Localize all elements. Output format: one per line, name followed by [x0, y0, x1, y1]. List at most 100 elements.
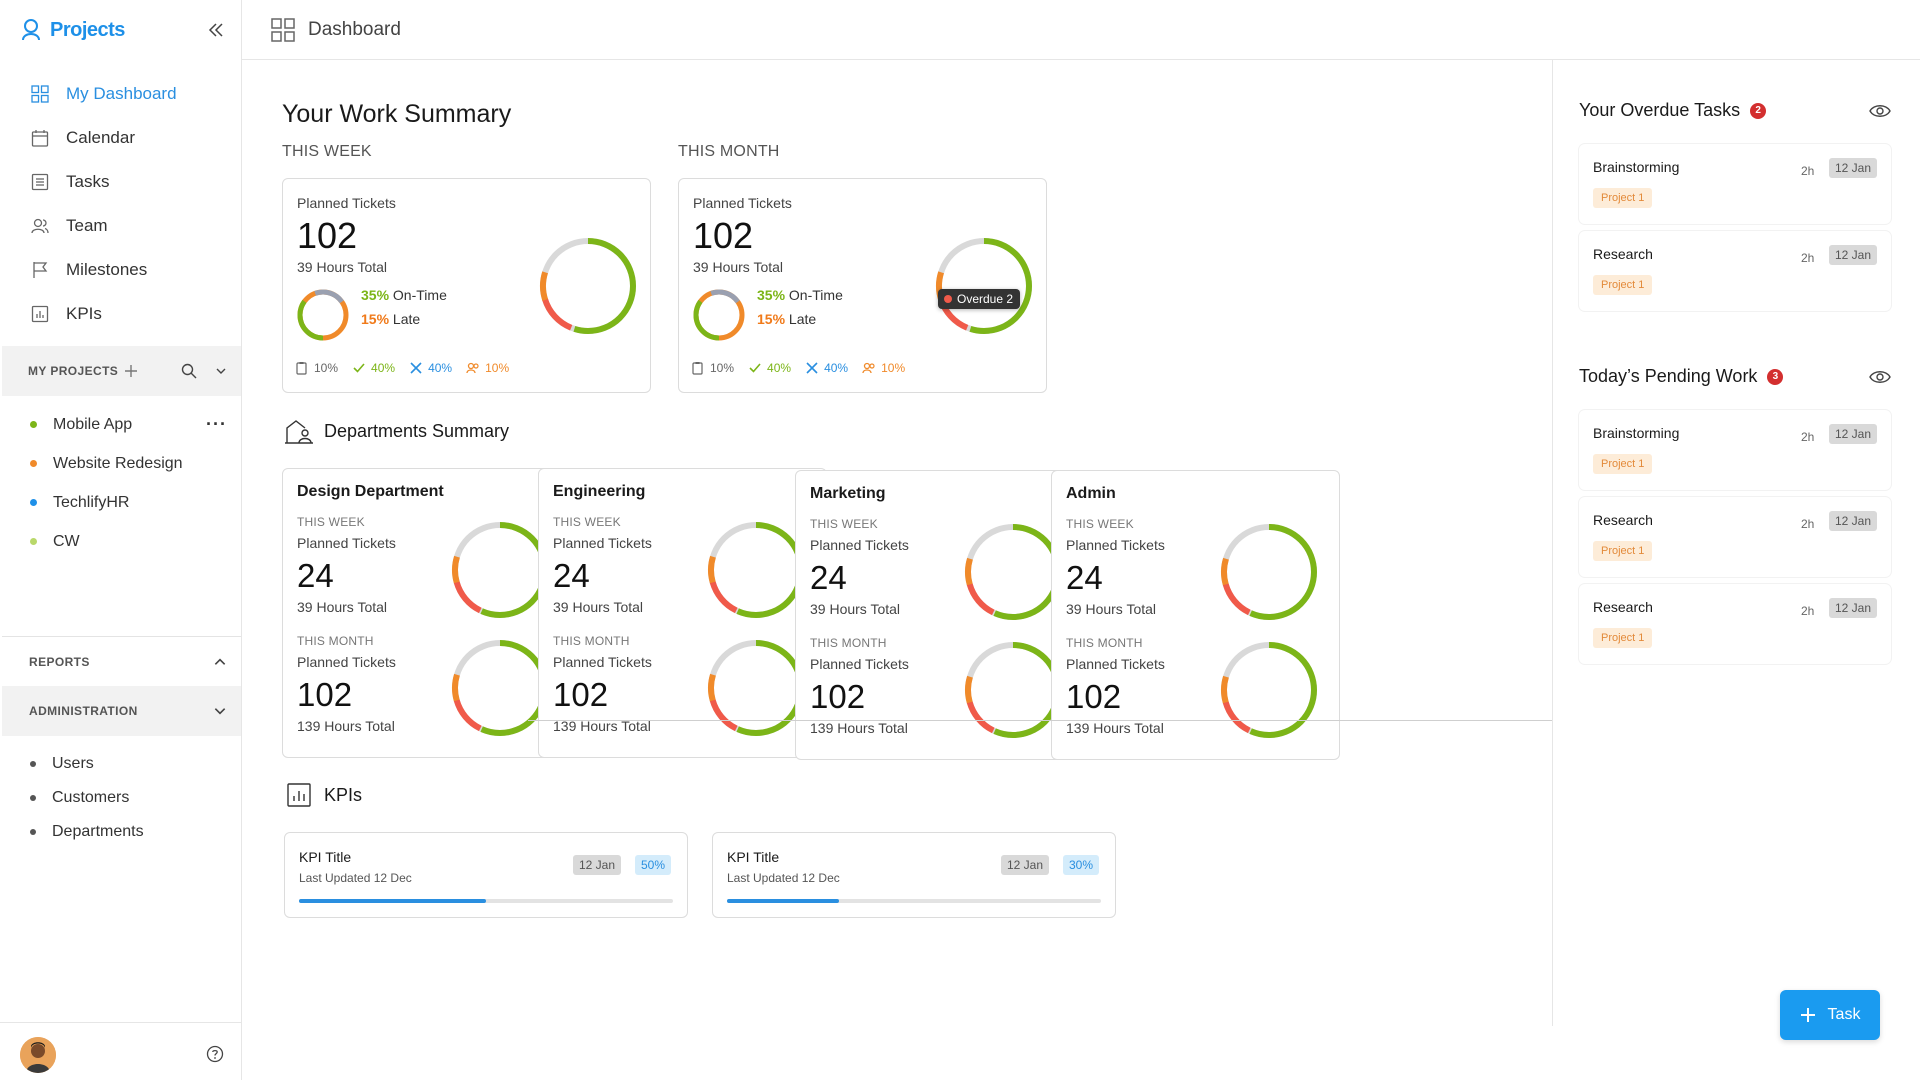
kpi-date-badge: 12 Jan — [572, 855, 621, 875]
nav-tasks[interactable]: Tasks — [0, 160, 241, 204]
project-color-dot — [30, 538, 37, 545]
hours-total: 39 Hours Total — [297, 259, 388, 275]
help-icon[interactable] — [206, 1045, 224, 1063]
nav-milestones[interactable]: Milestones — [0, 248, 241, 292]
kpi-progress-fill — [727, 899, 840, 903]
department-card[interactable]: Marketing THIS WEEK Planned Tickets 24 3… — [795, 470, 1084, 760]
administration-header[interactable]: ADMINISTRATION — [2, 686, 241, 736]
task-card[interactable]: Research 2h 12 Jan Project 1 — [1579, 584, 1891, 664]
department-card[interactable]: Design Department THIS WEEK Planned Tick… — [282, 468, 571, 758]
department-card[interactable]: Engineering THIS WEEK Planned Tickets 24… — [538, 468, 827, 758]
month-hours: 139 Hours Total — [1066, 720, 1164, 736]
collapse-sidebar-icon[interactable] — [206, 20, 226, 40]
month-summary-card[interactable]: Planned Tickets 102 39 Hours Total 35% O… — [678, 178, 1047, 393]
kpi-card[interactable]: KPI Title Last Updated 12 Dec 12 Jan 50% — [284, 832, 688, 918]
tickets-donut-chart — [936, 238, 1032, 334]
divider-line — [528, 720, 1870, 721]
eye-icon[interactable] — [1869, 366, 1891, 388]
avatar[interactable] — [20, 1037, 56, 1073]
brand[interactable]: Projects — [20, 18, 125, 42]
week-hours: 39 Hours Total — [297, 599, 388, 615]
task-hours: 2h — [1801, 251, 1815, 265]
task-project-tag[interactable]: Project 1 — [1593, 275, 1653, 295]
chevron-down-icon[interactable] — [213, 704, 227, 718]
chevron-down-icon[interactable] — [215, 365, 227, 377]
planned-tickets-label: Planned Tickets — [693, 195, 792, 211]
month-tickets-value: 102 — [297, 676, 353, 713]
task-card[interactable]: Brainstorming 2h 12 Jan Project 1 — [1579, 144, 1891, 224]
search-icon[interactable] — [181, 363, 197, 379]
month-period-label: THIS MONTH — [678, 143, 780, 160]
ontime-late-donut — [693, 289, 745, 341]
task-card[interactable]: Research 2h 12 Jan Project 1 — [1579, 231, 1891, 311]
project-item-website-redesign[interactable]: Website Redesign — [0, 444, 241, 483]
project-item-techlifyhr[interactable]: TechlifyHR — [0, 483, 241, 522]
month-caption: THIS MONTH — [810, 636, 887, 650]
tools-pct: 40% — [428, 361, 453, 375]
page-title: Dashboard — [308, 18, 401, 40]
month-hours: 139 Hours Total — [810, 720, 908, 736]
planned-tickets-label: Planned Tickets — [553, 535, 652, 551]
eye-icon[interactable] — [1869, 100, 1891, 122]
kpi-card[interactable]: KPI Title Last Updated 12 Dec 12 Jan 30% — [712, 832, 1116, 918]
planned-tickets-label: Planned Tickets — [297, 535, 396, 551]
department-icon — [285, 420, 313, 444]
reports-header[interactable]: REPORTS — [2, 636, 241, 686]
dashboard-icon — [31, 85, 49, 103]
month-donut-chart — [452, 640, 548, 736]
clipboard-icon — [296, 362, 307, 375]
kpis-header: KPIs — [284, 780, 362, 810]
week-tickets-value: 24 — [553, 557, 590, 594]
departments-title: Departments Summary — [324, 420, 510, 441]
admin-item-users[interactable]: Users — [0, 747, 241, 781]
my-projects-header: MY PROJECTS — [2, 346, 241, 396]
clipboard-pct: 10% — [314, 361, 339, 375]
task-name: Research — [1593, 246, 1653, 262]
project-item-cw[interactable]: CW — [0, 522, 241, 561]
administration-title: ADMINISTRATION — [29, 704, 138, 718]
bullet-dot — [30, 795, 36, 801]
add-task-button[interactable]: Task — [1780, 990, 1880, 1040]
task-card[interactable]: Research 2h 12 Jan Project 1 — [1579, 497, 1891, 577]
more-options-icon[interactable]: ··· — [206, 414, 227, 434]
late-label: Late — [788, 311, 817, 327]
task-hours: 2h — [1801, 517, 1815, 531]
nav-calendar[interactable]: Calendar — [0, 116, 241, 160]
people-pct: 10% — [881, 361, 906, 375]
week-summary-card[interactable]: Planned Tickets 102 39 Hours Total 35% O… — [282, 178, 651, 393]
admin-item-departments[interactable]: Departments — [0, 815, 241, 849]
task-name: Brainstorming — [1593, 425, 1680, 441]
admin-item-customers[interactable]: Customers — [0, 781, 241, 815]
nav-label: Team — [66, 216, 108, 235]
kpi-last-updated: Last Updated 12 Dec — [299, 871, 412, 885]
task-project-tag[interactable]: Project 1 — [1593, 628, 1653, 648]
overdue-dot — [944, 295, 952, 303]
month-tickets-value: 102 — [553, 676, 609, 713]
add-project-icon[interactable] — [124, 364, 138, 378]
pending-count-badge: 3 — [1767, 368, 1784, 385]
department-name: Design Department — [297, 483, 444, 500]
planned-tickets-label: Planned Tickets — [1066, 537, 1165, 553]
project-item-mobile-app[interactable]: Mobile App ··· — [0, 405, 241, 444]
task-project-tag[interactable]: Project 1 — [1593, 454, 1653, 474]
task-card[interactable]: Brainstorming 2h 12 Jan Project 1 — [1579, 410, 1891, 490]
planned-tickets-label: Planned Tickets — [810, 537, 909, 553]
nav-my-dashboard[interactable]: My Dashboard — [0, 72, 241, 116]
nav-team[interactable]: Team — [0, 204, 241, 248]
tasks-icon — [31, 173, 49, 191]
task-project-tag[interactable]: Project 1 — [1593, 541, 1653, 561]
nav-label: Milestones — [66, 260, 148, 279]
nav-kpis[interactable]: KPIs — [0, 292, 241, 336]
ontime-label: On-Time — [392, 287, 447, 303]
kpi-progress-fill — [299, 899, 486, 903]
bullet-dot — [30, 761, 36, 767]
task-project-tag[interactable]: Project 1 — [1593, 188, 1653, 208]
week-donut-chart — [452, 522, 548, 618]
planned-tickets-value: 102 — [297, 215, 358, 256]
chevron-up-icon[interactable] — [213, 655, 227, 669]
task-hours: 2h — [1801, 430, 1815, 444]
sidebar-footer — [0, 1022, 241, 1080]
departments-summary-header: Departments Summary — [284, 416, 509, 446]
department-card[interactable]: Admin THIS WEEK Planned Tickets 24 39 Ho… — [1051, 470, 1340, 760]
task-date-badge: 12 Jan — [1829, 158, 1878, 178]
